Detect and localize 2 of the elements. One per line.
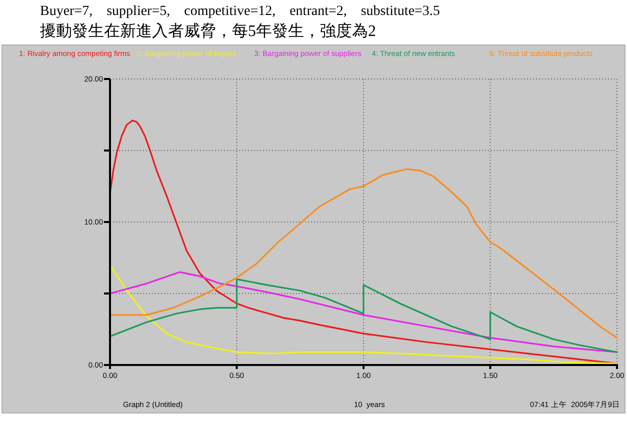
title: Buyer=7, supplier=5, competitive=12, entrant=2, substitute=3.5 [40, 4, 440, 19]
subtitle: 擾動發生在新進入者威脅，每5年發生，強度為2 [40, 23, 376, 40]
